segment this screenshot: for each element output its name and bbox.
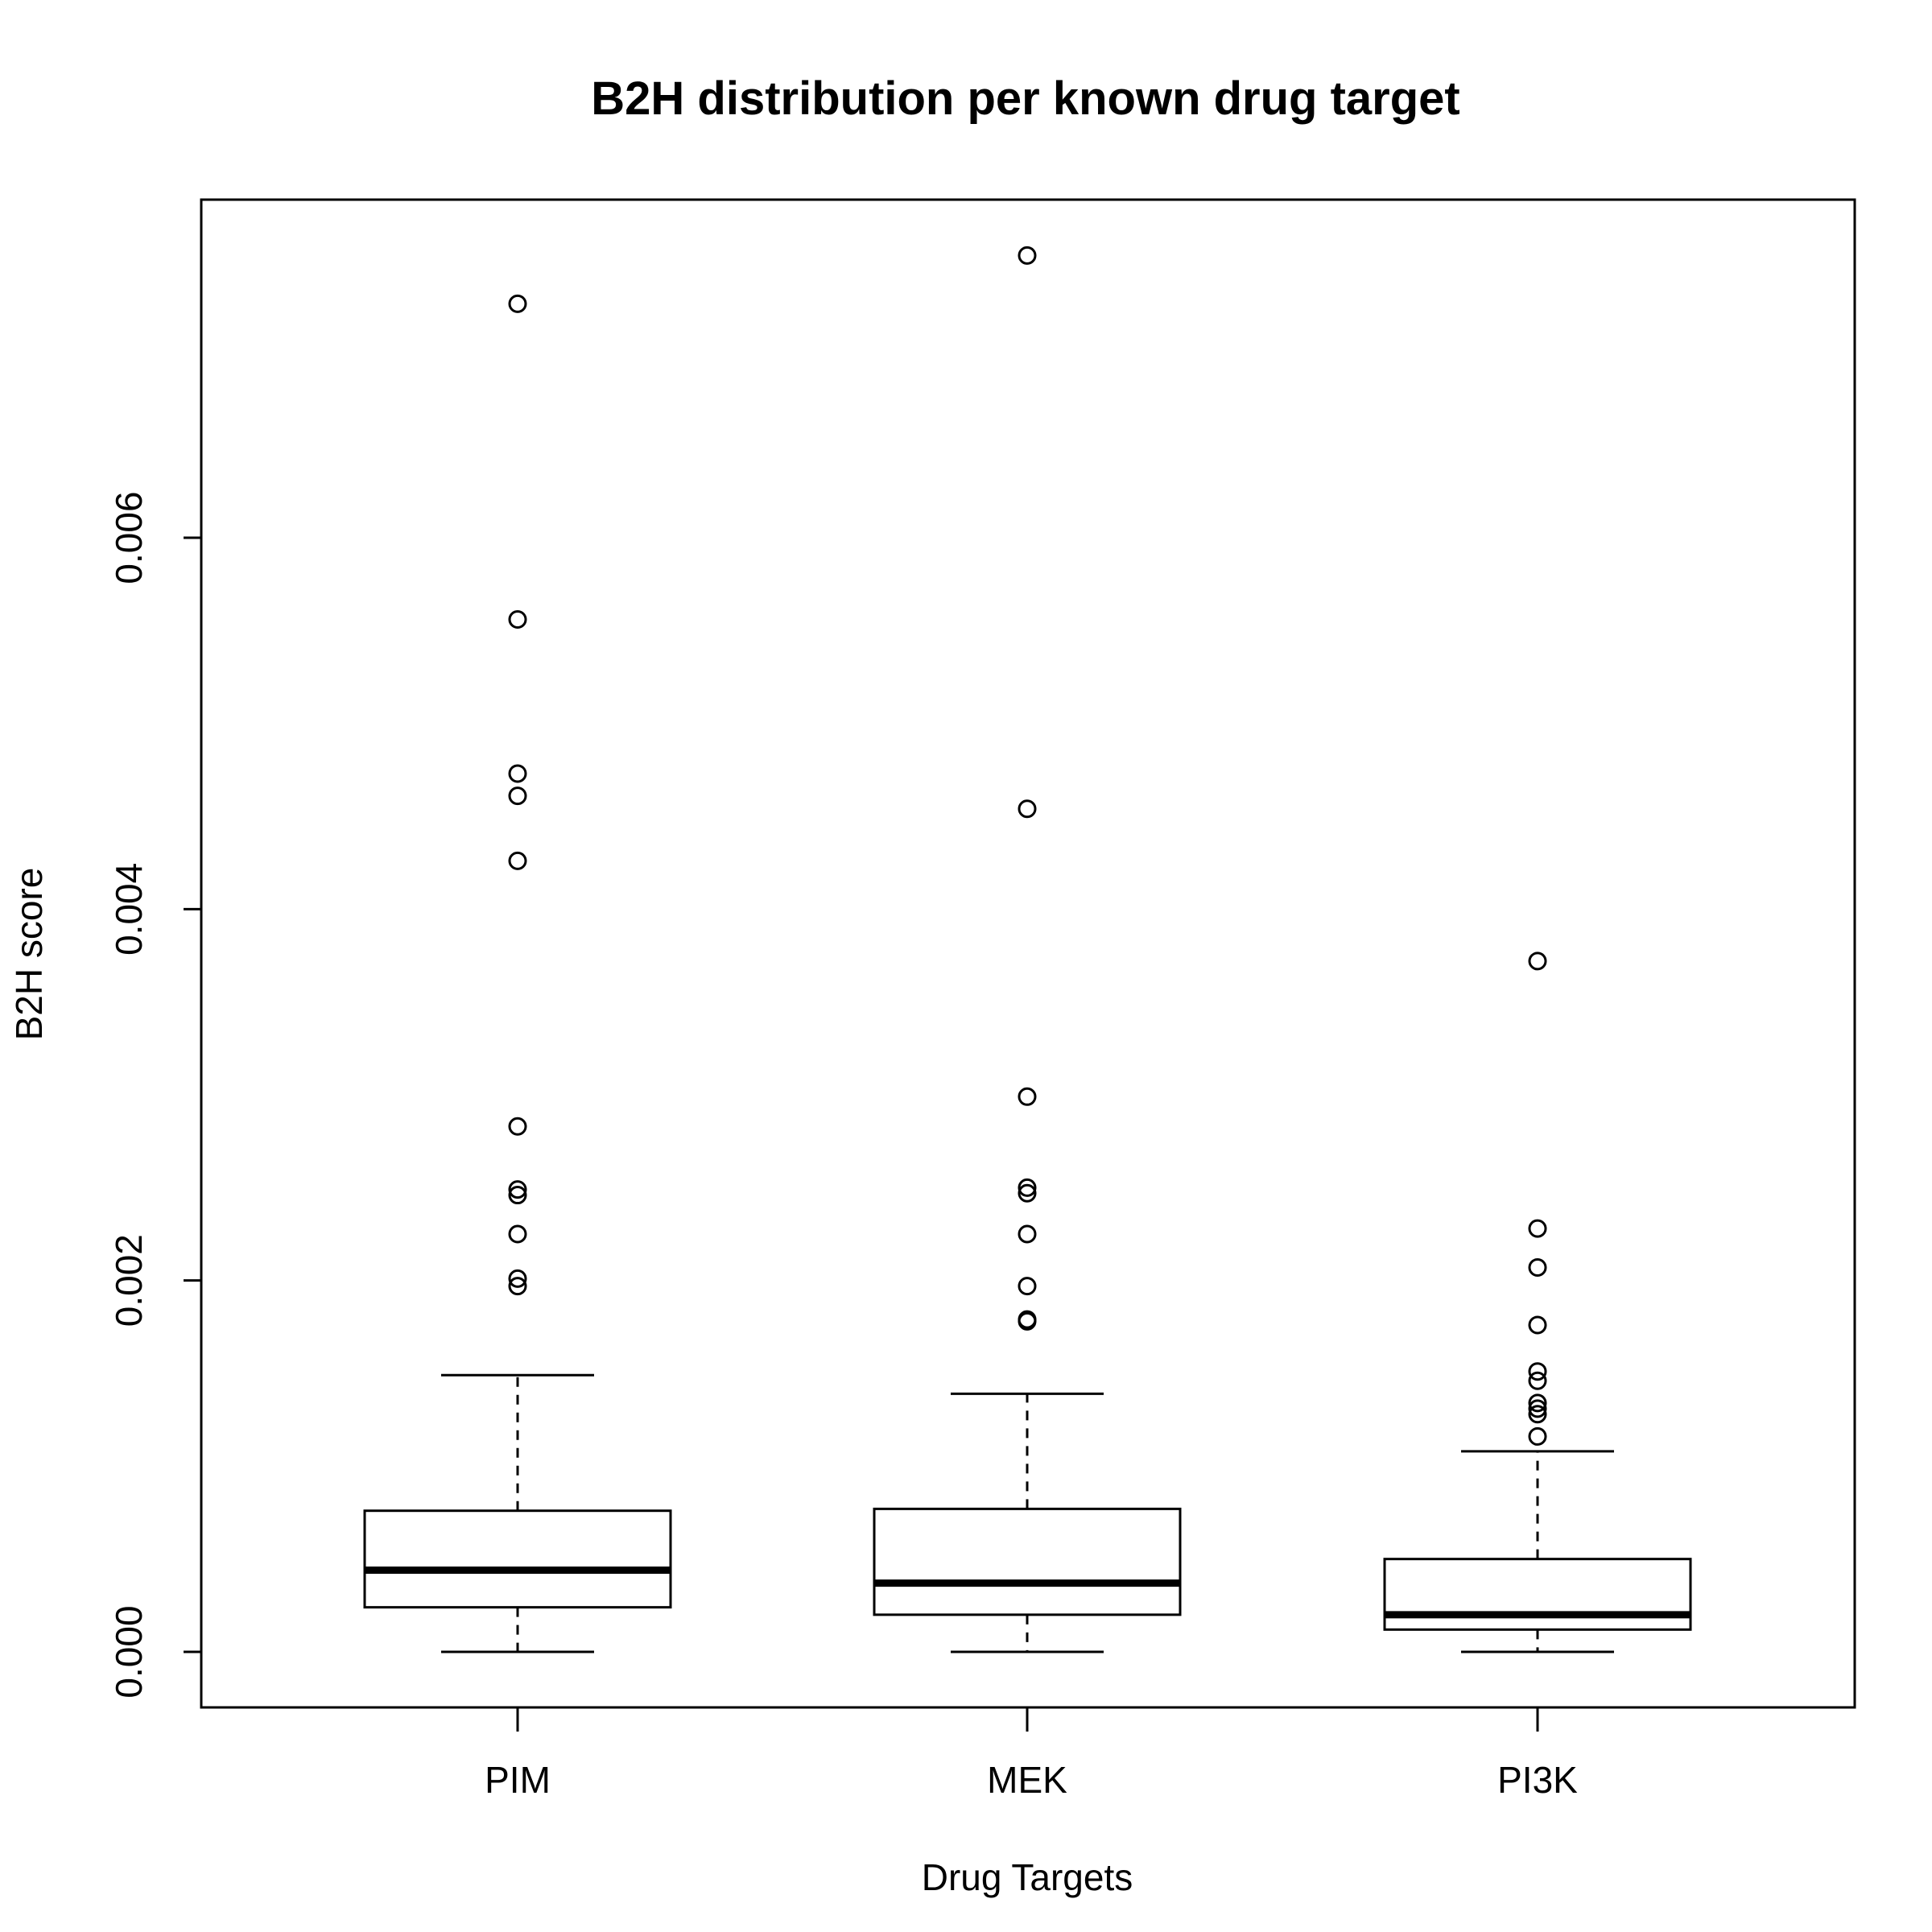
outlier-point xyxy=(1528,1426,1547,1446)
outlier-point xyxy=(508,1180,527,1199)
outlier-point xyxy=(1528,952,1547,971)
outlier-point xyxy=(508,1269,527,1288)
outlier-point xyxy=(1528,1258,1547,1278)
outlier-point xyxy=(1018,1183,1037,1203)
x-axis-label: Drug Targets xyxy=(922,1856,1133,1898)
outlier-point xyxy=(508,1186,527,1205)
outlier-point xyxy=(1528,1393,1547,1413)
iqr-box xyxy=(873,1507,1182,1616)
y-axis: 0.000 0.002 0.004 0.006 xyxy=(108,491,203,1699)
box-pi3k xyxy=(1383,952,1692,1653)
iqr-box xyxy=(1383,1558,1692,1631)
outlier-point xyxy=(508,1117,527,1136)
x-axis: PIM MEK PI3K xyxy=(485,1706,1578,1801)
box-pim xyxy=(363,294,672,1653)
y-tick-label: 0.000 xyxy=(108,1605,150,1698)
outlier-point xyxy=(1528,1315,1547,1335)
outlier-point xyxy=(508,1277,527,1296)
outlier-point xyxy=(1018,246,1037,265)
outlier-point xyxy=(508,851,527,870)
outlier-point xyxy=(1018,1224,1037,1244)
box-mek xyxy=(873,246,1182,1653)
plot-frame xyxy=(200,198,1856,1709)
iqr-box xyxy=(363,1509,672,1609)
outlier-point xyxy=(1018,1087,1037,1106)
chart-title: B2H distribution per known drug target xyxy=(591,72,1459,125)
boxes-group xyxy=(363,246,1692,1653)
y-tick-label: 0.002 xyxy=(108,1234,150,1327)
outlier-point xyxy=(1528,1371,1547,1390)
outlier-point xyxy=(508,609,527,629)
outlier-point xyxy=(1528,1399,1547,1418)
x-tick-label: PIM xyxy=(485,1759,551,1801)
y-tick-label: 0.004 xyxy=(108,863,150,956)
x-tick-label: PI3K xyxy=(1497,1759,1578,1801)
outlier-point xyxy=(508,764,527,783)
outlier-point xyxy=(508,294,527,313)
outlier-point xyxy=(1528,1362,1547,1381)
outlier-point xyxy=(1528,1219,1547,1238)
outlier-point xyxy=(1528,1405,1547,1424)
outlier-point xyxy=(1018,1178,1037,1197)
x-tick-label: MEK xyxy=(987,1759,1067,1801)
outlier-point xyxy=(1018,799,1037,819)
outlier-point xyxy=(508,786,527,806)
y-tick-label: 0.006 xyxy=(108,491,150,584)
y-axis-label: B2H score xyxy=(8,868,50,1041)
outlier-point xyxy=(1018,1311,1037,1331)
outlier-point xyxy=(1018,1277,1037,1296)
outlier-point xyxy=(508,1224,527,1244)
